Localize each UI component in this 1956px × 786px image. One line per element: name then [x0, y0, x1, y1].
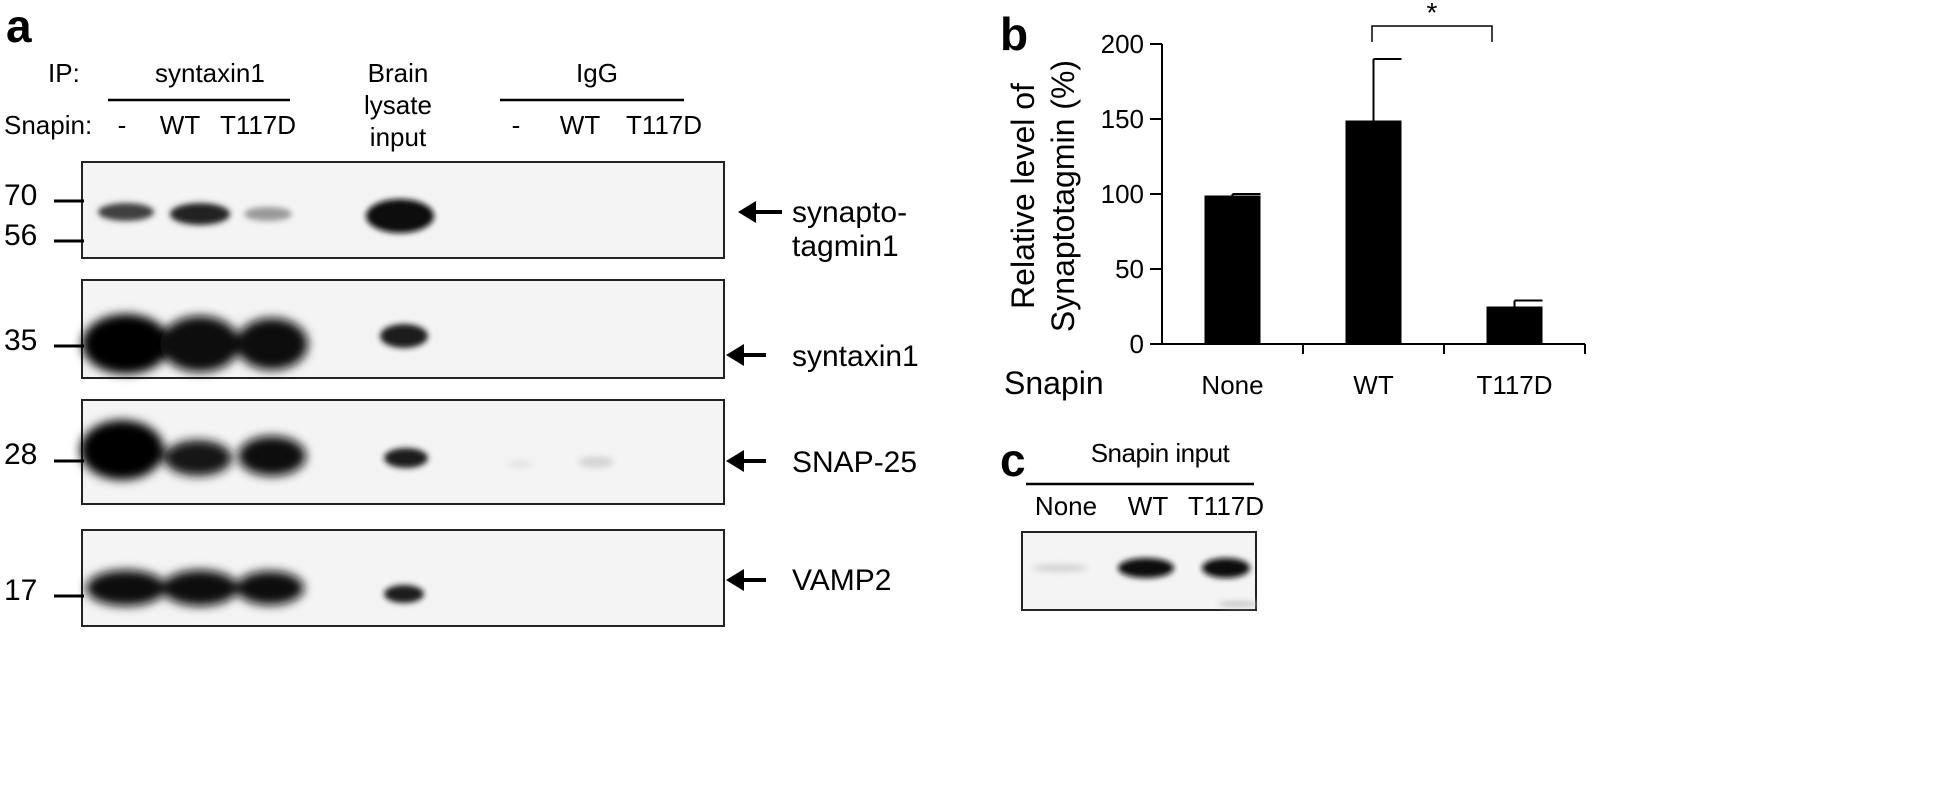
- marker-35: 35: [4, 324, 37, 357]
- error-bars: [1231, 58, 1543, 307]
- panel-c-lane-none: None: [1035, 491, 1097, 521]
- x-category-ticks: [1302, 344, 1586, 354]
- arrow-syntaxin1: [726, 344, 766, 366]
- significance-star: *: [1427, 0, 1438, 28]
- bar-t117d: [1486, 306, 1543, 344]
- lane-syntaxin-none: -: [118, 110, 127, 140]
- marker-56: 56: [4, 219, 37, 252]
- panel-c-lane-t117d: T117D: [1188, 491, 1264, 521]
- bar-chart: 0 50 100 150 200 None WT T117D: [1101, 29, 1586, 400]
- blot-snap25: [80, 399, 725, 505]
- y-tick-label-200: 200: [1101, 29, 1144, 59]
- lane-igg-none: -: [512, 110, 521, 140]
- brain-lysate-line-2: lysate: [364, 90, 432, 120]
- arrow-vamp2: [726, 569, 766, 591]
- marker-28: 28: [4, 438, 37, 471]
- panel-c-lane-wt: WT: [1128, 491, 1169, 521]
- x-category-label-none: None: [1201, 370, 1263, 400]
- x-category-label-t117d: T117D: [1476, 370, 1552, 400]
- chart-xlabel: Snapin: [1004, 365, 1104, 401]
- y-tick-label-0: 0: [1130, 329, 1144, 359]
- blot-synaptotagmin1: [81, 161, 725, 259]
- lane-syntaxin-t117d: T117D: [220, 110, 296, 140]
- y-tick-label-150: 150: [1101, 104, 1144, 134]
- y-tick-label-50: 50: [1115, 254, 1144, 284]
- x-category-labels: None WT T117D: [1201, 370, 1552, 400]
- bar-wt: [1345, 120, 1402, 344]
- lane-igg-t117d: T117D: [626, 110, 702, 140]
- target-syntaxin1: syntaxin1: [792, 340, 919, 373]
- lane-syntaxin-wt: WT: [160, 110, 201, 140]
- blot-syntaxin1: [81, 279, 725, 379]
- target-synaptotagmin1-line-1: synapto-: [792, 196, 907, 229]
- marker-17: 17: [4, 574, 37, 607]
- brain-lysate-line-1: Brain: [368, 58, 429, 88]
- target-vamp2: VAMP2: [792, 564, 891, 597]
- x-category-label-wt: WT: [1353, 370, 1394, 400]
- panel-c-letter: c: [1000, 434, 1026, 486]
- chart-ylabel-line-2: Synaptotagmin (%): [1045, 60, 1081, 332]
- brain-lysate-line-3: input: [370, 122, 427, 152]
- blot-vamp2: [81, 529, 725, 627]
- significance-bracket: [1371, 25, 1493, 42]
- panel-b-letter: b: [1000, 8, 1028, 60]
- panel-a-letter: a: [6, 0, 32, 52]
- bars: [1204, 120, 1543, 344]
- ip-igg-label: IgG: [576, 58, 618, 88]
- lane-igg-wt: WT: [560, 110, 601, 140]
- target-snap25: SNAP-25: [792, 446, 917, 479]
- bar-none: [1204, 195, 1261, 344]
- blot-snapin-input: [1021, 531, 1258, 611]
- target-synaptotagmin1-line-2: tagmin1: [792, 230, 899, 263]
- chart-ylabel-line-1: Relative level of: [1005, 83, 1041, 309]
- panel-c-title: Snapin input: [1091, 438, 1231, 468]
- marker-70: 70: [4, 179, 37, 212]
- arrow-snap25: [726, 450, 766, 472]
- arrow-synaptotagmin1: [738, 201, 782, 223]
- ip-syntaxin-label: syntaxin1: [155, 58, 265, 88]
- y-ticks: 0 50 100 150 200: [1101, 29, 1162, 359]
- ip-label: IP:: [48, 58, 80, 88]
- snapin-row-label: Snapin:: [4, 110, 92, 140]
- y-tick-label-100: 100: [1101, 179, 1144, 209]
